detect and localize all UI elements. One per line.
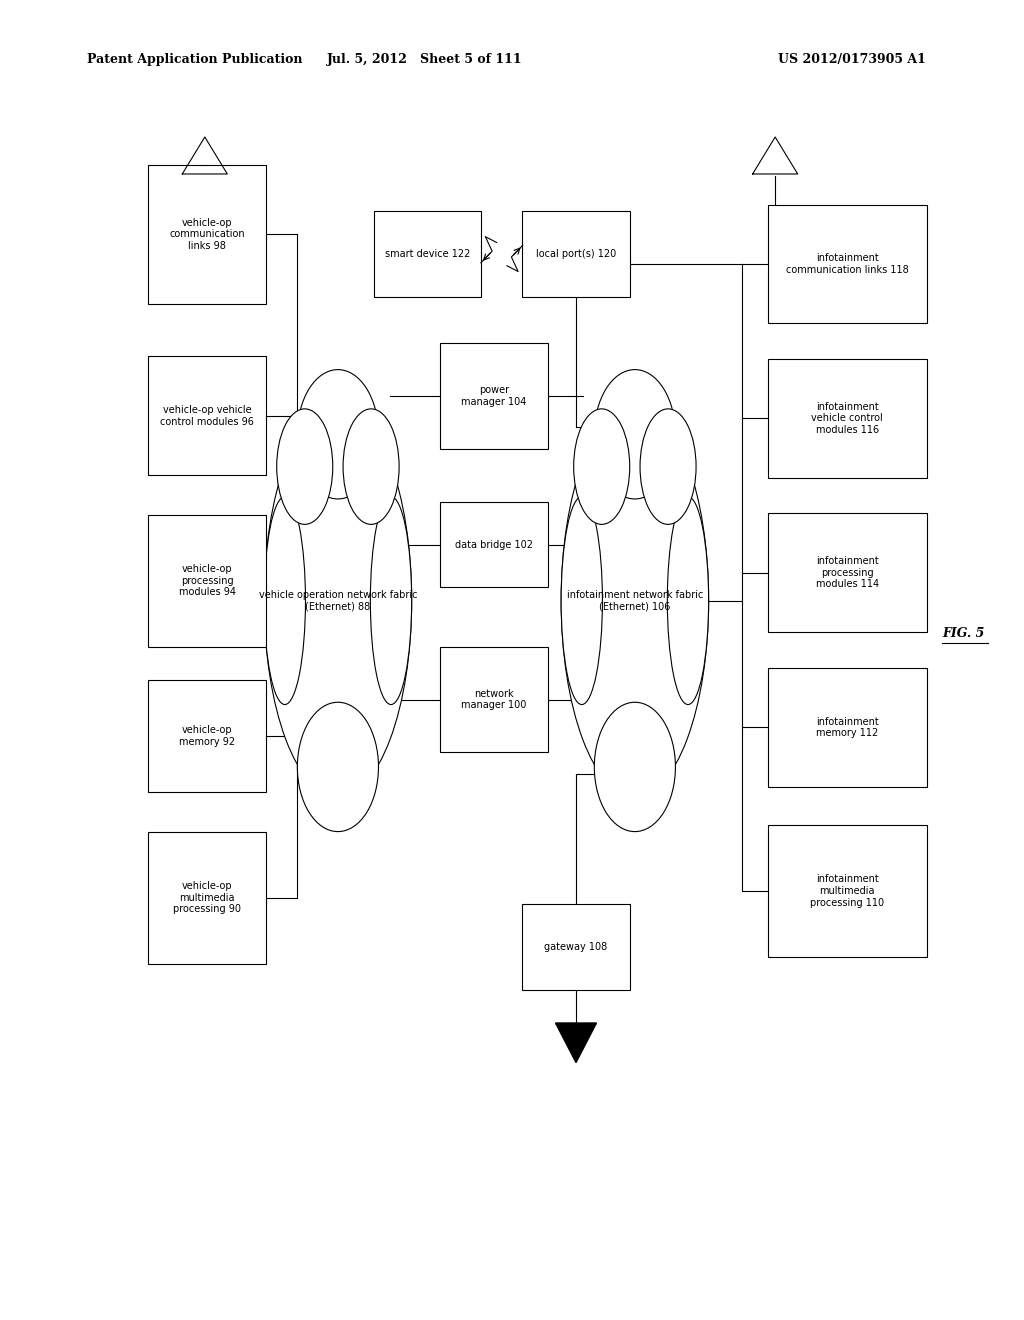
FancyBboxPatch shape	[768, 825, 927, 957]
Ellipse shape	[573, 409, 630, 524]
FancyBboxPatch shape	[768, 668, 927, 787]
Ellipse shape	[276, 409, 333, 524]
Ellipse shape	[594, 702, 676, 832]
Ellipse shape	[297, 370, 379, 499]
Text: infotainment
processing
modules 114: infotainment processing modules 114	[816, 556, 879, 590]
FancyBboxPatch shape	[148, 515, 266, 647]
Text: infotainment
multimedia
processing 110: infotainment multimedia processing 110	[810, 874, 885, 908]
Ellipse shape	[343, 409, 399, 524]
FancyBboxPatch shape	[440, 343, 548, 449]
Text: gateway 108: gateway 108	[545, 942, 607, 952]
Text: vehicle-op vehicle
control modules 96: vehicle-op vehicle control modules 96	[161, 405, 254, 426]
FancyBboxPatch shape	[148, 680, 266, 792]
Text: FIG. 5: FIG. 5	[942, 627, 984, 640]
Ellipse shape	[561, 496, 602, 705]
Ellipse shape	[264, 496, 305, 705]
FancyBboxPatch shape	[148, 356, 266, 475]
Ellipse shape	[371, 496, 412, 705]
FancyBboxPatch shape	[522, 904, 630, 990]
FancyBboxPatch shape	[148, 165, 266, 304]
FancyBboxPatch shape	[768, 513, 927, 632]
Text: Jul. 5, 2012   Sheet 5 of 111: Jul. 5, 2012 Sheet 5 of 111	[327, 53, 523, 66]
Text: infotainment
vehicle control
modules 116: infotainment vehicle control modules 116	[811, 401, 884, 436]
FancyBboxPatch shape	[440, 502, 548, 587]
FancyBboxPatch shape	[148, 832, 266, 964]
Text: vehicle-op
communication
links 98: vehicle-op communication links 98	[170, 218, 245, 251]
FancyBboxPatch shape	[768, 205, 927, 323]
Ellipse shape	[668, 496, 709, 705]
Text: US 2012/0173905 A1: US 2012/0173905 A1	[778, 53, 926, 66]
Text: infotainment
memory 112: infotainment memory 112	[816, 717, 879, 738]
Text: vehicle-op
processing
modules 94: vehicle-op processing modules 94	[179, 564, 236, 598]
FancyBboxPatch shape	[440, 647, 548, 752]
FancyBboxPatch shape	[374, 211, 481, 297]
Ellipse shape	[594, 370, 676, 499]
Text: Patent Application Publication: Patent Application Publication	[87, 53, 302, 66]
Text: vehicle-op
memory 92: vehicle-op memory 92	[179, 725, 236, 747]
Ellipse shape	[561, 404, 709, 797]
Text: network
manager 100: network manager 100	[462, 689, 526, 710]
Ellipse shape	[297, 702, 379, 832]
FancyBboxPatch shape	[522, 211, 630, 297]
Text: data bridge 102: data bridge 102	[455, 540, 534, 549]
Text: local port(s) 120: local port(s) 120	[536, 249, 616, 259]
Text: smart device 122: smart device 122	[385, 249, 470, 259]
Text: infotainment network fabric
(Ethernet) 106: infotainment network fabric (Ethernet) 1…	[566, 590, 703, 611]
Polygon shape	[555, 1023, 596, 1063]
Text: vehicle-op
multimedia
processing 90: vehicle-op multimedia processing 90	[173, 880, 242, 915]
FancyBboxPatch shape	[768, 359, 927, 478]
Ellipse shape	[264, 404, 412, 797]
Ellipse shape	[640, 409, 696, 524]
Text: infotainment
communication links 118: infotainment communication links 118	[786, 253, 908, 275]
Text: vehicle operation network fabric
(Ethernet) 88: vehicle operation network fabric (Ethern…	[259, 590, 417, 611]
Text: power
manager 104: power manager 104	[462, 385, 526, 407]
